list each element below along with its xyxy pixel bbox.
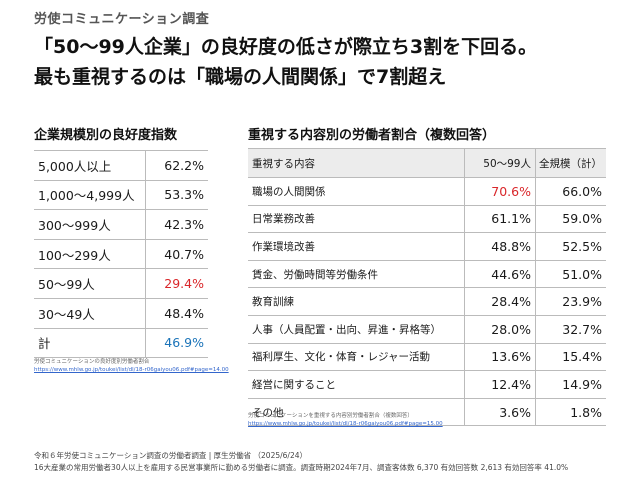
row-label: 作業環境改善 xyxy=(248,232,465,261)
row-label: 人事（人員配置・出向、昇進・昇格等） xyxy=(248,314,465,344)
row-label: 300〜999人 xyxy=(34,209,146,240)
priority-table: 重視する内容 50〜99人 全規模（計） 職場の人間関係 70.6% 66.0% 日… xyxy=(248,148,606,427)
row-label: 賃金、労働時間等労働条件 xyxy=(248,259,465,288)
header-col1: 50〜99人 xyxy=(464,148,536,178)
row-value: 48.4% xyxy=(145,297,208,329)
table-row: 作業環境改善 48.8% 52.5% xyxy=(248,232,606,261)
table-row: 50〜99人 29.4% xyxy=(34,268,208,299)
table-row: 1,000〜4,999人 53.3% xyxy=(34,179,208,210)
row-value: 42.3% xyxy=(145,209,208,240)
row-value: 48.8% xyxy=(464,232,536,261)
row-value: 62.2% xyxy=(145,150,208,181)
row-label: 100〜299人 xyxy=(34,238,146,269)
row-value: 32.7% xyxy=(535,314,606,344)
left-source: 労使コミュニケーションの良好度別労働者割合 https://www.mhlw.g… xyxy=(34,358,229,374)
row-label: 福利厚生、文化・体育・レジャー活動 xyxy=(248,342,465,371)
right-source: 労使コミュニケーションを重視する内容別労働者割合（複数回答） https://w… xyxy=(248,412,443,428)
row-value: 13.6% xyxy=(464,342,536,371)
headline-line-2: 最も重視するのは「職場の人間関係」で7割超え xyxy=(34,66,447,88)
left-source-label: 労使コミュニケーションの良好度別労働者割合 xyxy=(34,359,150,365)
row-label: 職場の人間関係 xyxy=(248,177,465,206)
row-label: 経営に関すること xyxy=(248,370,465,399)
table-row: 人事（人員配置・出向、昇進・昇格等） 28.0% 32.7% xyxy=(248,314,606,344)
headline: 「50〜99人企業」の良好度の低さが際立ち3割を下回る。 最も重視するのは「職場… xyxy=(34,32,537,92)
table-row: 30〜49人 48.4% xyxy=(34,297,208,329)
row-value: 12.4% xyxy=(464,370,536,399)
table-row: 経営に関すること 12.4% 14.9% xyxy=(248,370,606,399)
footer-survey-note: 16大産業の常用労働者30人以上を雇用する民営事業所に勤める労働者に調査。調査時… xyxy=(34,463,569,472)
row-value: 52.5% xyxy=(535,232,606,261)
row-label: 教育訓練 xyxy=(248,287,465,316)
header-col2: 全規模（計） xyxy=(535,148,606,178)
row-label: 50〜99人 xyxy=(34,268,146,299)
row-label: 計 xyxy=(34,327,146,359)
table-row: 日常業務改善 61.1% 59.0% xyxy=(248,204,606,233)
row-value-highlight: 70.6% xyxy=(464,177,536,206)
right-source-label: 労使コミュニケーションを重視する内容別労働者割合（複数回答） xyxy=(248,413,413,419)
row-value-total: 46.9% xyxy=(145,327,208,359)
row-value: 44.6% xyxy=(464,259,536,288)
table-row: 計 46.9% xyxy=(34,327,208,359)
table-row: 賃金、労働時間等労働条件 44.6% 51.0% xyxy=(248,259,606,288)
row-value-highlight: 29.4% xyxy=(145,268,208,299)
headline-line-1: 「50〜99人企業」の良好度の低さが際立ち3割を下回る。 xyxy=(34,36,538,58)
left-section-title: 企業規模別の良好度指数 xyxy=(34,128,178,143)
row-label: 5,000人以上 xyxy=(34,150,146,181)
row-value: 53.3% xyxy=(145,179,208,210)
row-value: 1.8% xyxy=(535,397,606,427)
row-label: 30〜49人 xyxy=(34,297,146,329)
table-row: 100〜299人 40.7% xyxy=(34,238,208,269)
row-label: その他 xyxy=(248,397,465,427)
row-value: 51.0% xyxy=(535,259,606,288)
right-source-link[interactable]: https://www.mhlw.go.jp/toukei/list/dl/18… xyxy=(248,421,443,427)
footer-citation: 令和６年労使コミュニケーション調査の労働者調査 | 厚生労働省 （2025/6/… xyxy=(34,451,307,460)
row-value: 23.9% xyxy=(535,287,606,316)
table-row: 5,000人以上 62.2% xyxy=(34,150,208,181)
size-index-table: 5,000人以上 62.2% 1,000〜4,999人 53.3% 300〜999人… xyxy=(34,150,208,359)
table-row: 福利厚生、文化・体育・レジャー活動 13.6% 15.4% xyxy=(248,342,606,371)
row-value: 28.0% xyxy=(464,314,536,344)
row-value: 14.9% xyxy=(535,370,606,399)
table-header-row: 重視する内容 50〜99人 全規模（計） xyxy=(248,148,606,178)
right-section-title: 重視する内容別の労働者割合（複数回答） xyxy=(248,128,496,143)
eyebrow-title: 労使コミュニケーション調査 xyxy=(34,12,210,27)
row-value: 59.0% xyxy=(535,204,606,233)
row-label: 日常業務改善 xyxy=(248,204,465,233)
header-item: 重視する内容 xyxy=(248,148,465,178)
row-value: 61.1% xyxy=(464,204,536,233)
row-value: 28.4% xyxy=(464,287,536,316)
row-value: 66.0% xyxy=(535,177,606,206)
row-value: 15.4% xyxy=(535,342,606,371)
table-row: 300〜999人 42.3% xyxy=(34,209,208,240)
table-row: 教育訓練 28.4% 23.9% xyxy=(248,287,606,316)
left-source-link[interactable]: https://www.mhlw.go.jp/toukei/list/dl/18… xyxy=(34,367,229,373)
row-label: 1,000〜4,999人 xyxy=(34,179,146,210)
table-row: 職場の人間関係 70.6% 66.0% xyxy=(248,177,606,206)
row-value: 40.7% xyxy=(145,238,208,269)
row-value: 3.6% xyxy=(464,397,536,427)
table-row: その他 3.6% 1.8% xyxy=(248,397,606,427)
